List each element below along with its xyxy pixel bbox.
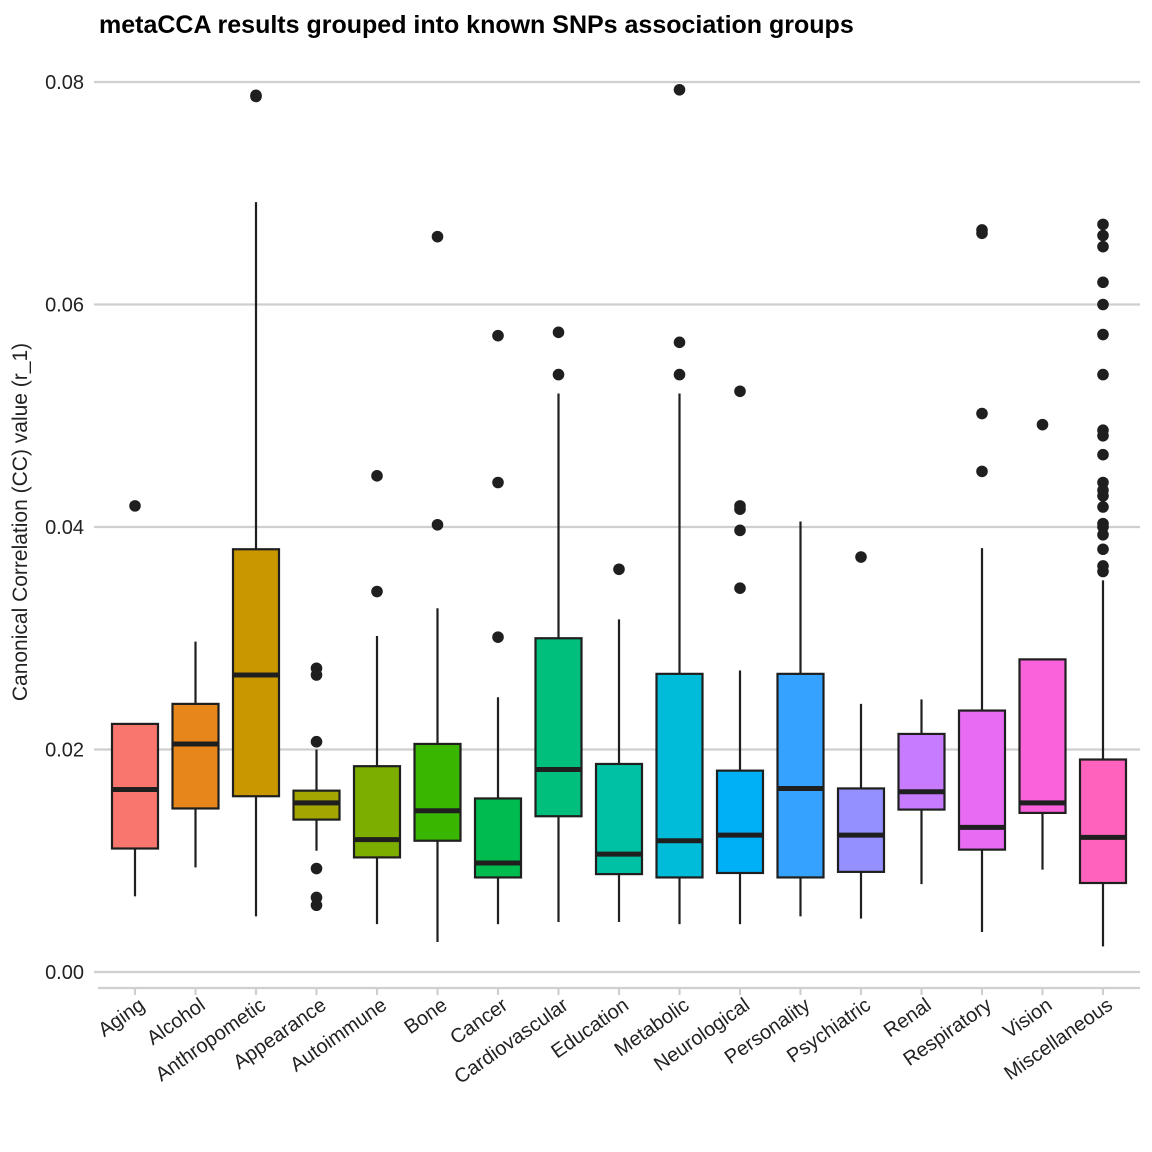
box-education [594,563,644,922]
outlier-point [492,476,504,489]
y-tick-label: 0.04 [45,517,84,539]
outlier-point [976,465,988,478]
iqr-box [897,732,946,811]
y-tick-label: 0.00 [45,962,84,984]
outlier-point [310,669,323,681]
outlier-point [1097,490,1109,502]
outlier-point [1097,218,1109,231]
outlier-point [1097,240,1109,253]
box-anthropometic [231,89,281,917]
box-cancer [473,329,523,925]
outlier-point [1097,276,1109,289]
iqr-box [413,742,462,842]
iqr-box [352,765,402,859]
outlier-point [976,407,988,420]
outlier-point [492,631,504,643]
outlier-point [1097,368,1109,381]
boxes [110,83,1128,947]
outlier-point [855,551,867,563]
box-neurological [715,385,765,925]
box-vision [1018,418,1067,870]
box-miscellaneous [1078,218,1128,947]
iqr-box [534,637,583,818]
iqr-box [1018,658,1067,815]
outlier-point [976,227,988,240]
outlier-point [673,336,686,349]
iqr-box [473,797,523,879]
outlier-point [673,83,686,96]
box-psychiatric [836,551,886,919]
outlier-point [734,385,746,398]
box-respiratory [957,224,1007,932]
outlier-point [734,524,746,537]
outlier-point [371,585,383,598]
iqr-box [171,702,220,810]
outlier-point [1097,429,1109,442]
outlier-point [492,329,504,342]
outlier-point [734,582,746,594]
box-bone [413,230,462,942]
box-autoimmune [352,470,402,925]
iqr-box [110,722,160,850]
iqr-box [836,787,886,873]
outlier-point [310,862,323,875]
outlier-point [1036,418,1049,431]
y-axis-ticks: 0.00 0.02 0.04 0.06 0.08 [45,72,84,984]
outlier-point [1097,229,1109,242]
outlier-point [673,368,686,381]
chart-title: metaCCA results grouped into known SNPs … [99,11,854,39]
x-tick-label: Miscellaneous [1000,994,1116,1085]
box-aging [110,500,160,897]
outlier-point [1097,565,1109,578]
y-tick-label: 0.06 [45,295,84,317]
outlier-point [1097,543,1109,556]
outlier-point [310,899,323,912]
outlier-point [552,368,565,381]
iqr-box [594,762,644,876]
outlier-point [1097,298,1109,311]
outlier-point [552,326,565,339]
outlier-point [129,500,141,512]
y-axis-label: Canonical Correlation (CC) value (r_1) [9,343,32,701]
outlier-point [431,230,444,243]
iqr-box [715,769,765,875]
outlier-point [250,90,262,103]
x-axis-ticks: AgingAlcoholAnthropometicAppearanceAutoi… [94,988,1117,1089]
outlier-point [1097,448,1109,461]
outlier-point [613,563,625,576]
outlier-point [371,470,383,482]
iqr-box [1078,758,1128,885]
x-tick-label: Bone [400,994,451,1039]
y-tick-label: 0.08 [45,72,84,94]
box-alcohol [171,641,220,868]
x-tick-label: Aging [94,994,149,1041]
iqr-box [655,672,704,879]
outlier-point [431,518,444,531]
y-tick-label: 0.02 [45,740,84,762]
box-renal [897,699,946,885]
outlier-point [310,735,323,748]
box-personality [776,521,825,917]
outlier-point [1097,328,1109,341]
outlier-point [734,503,746,515]
box-cardiovascular [534,326,583,922]
box-metabolic [655,83,704,925]
outlier-point [1097,501,1109,513]
box-appearance [292,662,341,912]
outlier-point [1097,528,1109,541]
iqr-box [776,672,825,879]
